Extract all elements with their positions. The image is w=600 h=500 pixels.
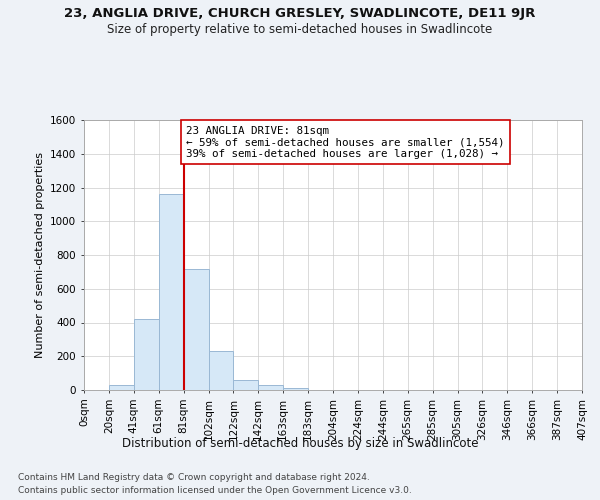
Bar: [233, 380, 259, 390]
Text: 23, ANGLIA DRIVE, CHURCH GRESLEY, SWADLINCOTE, DE11 9JR: 23, ANGLIA DRIVE, CHURCH GRESLEY, SWADLI…: [64, 8, 536, 20]
Text: 23 ANGLIA DRIVE: 81sqm
← 59% of semi-detached houses are smaller (1,554)
39% of : 23 ANGLIA DRIVE: 81sqm ← 59% of semi-det…: [187, 126, 505, 159]
Bar: [259, 385, 283, 390]
Bar: [283, 388, 308, 390]
Bar: [209, 351, 233, 390]
Bar: [184, 268, 209, 390]
Bar: [134, 319, 159, 390]
Bar: [109, 385, 134, 390]
Text: Contains HM Land Registry data © Crown copyright and database right 2024.: Contains HM Land Registry data © Crown c…: [18, 472, 370, 482]
Bar: [159, 194, 184, 390]
Text: Contains public sector information licensed under the Open Government Licence v3: Contains public sector information licen…: [18, 486, 412, 495]
Text: Size of property relative to semi-detached houses in Swadlincote: Size of property relative to semi-detach…: [107, 22, 493, 36]
Text: Distribution of semi-detached houses by size in Swadlincote: Distribution of semi-detached houses by …: [122, 438, 478, 450]
Y-axis label: Number of semi-detached properties: Number of semi-detached properties: [35, 152, 44, 358]
